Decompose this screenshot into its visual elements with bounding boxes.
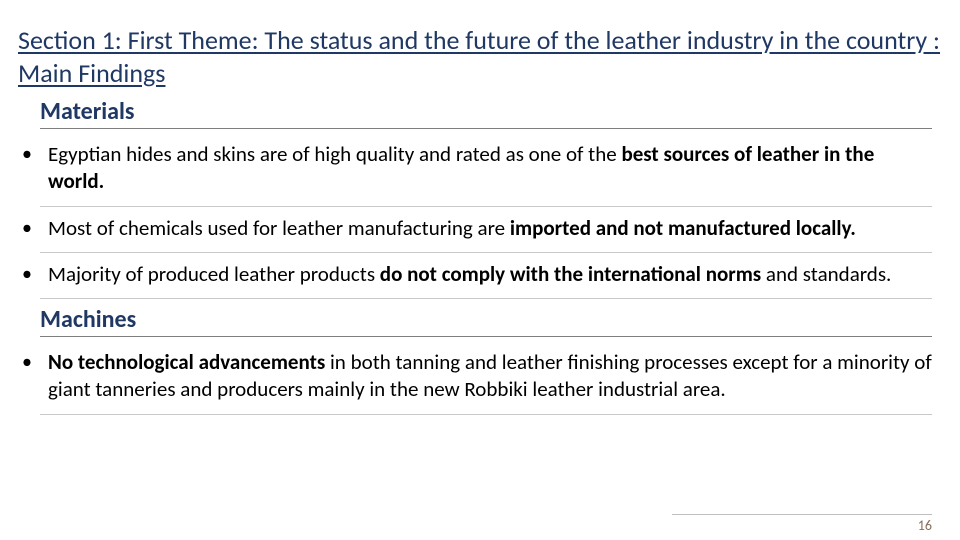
bullet-pre: Most of chemicals used for leather manuf… bbox=[48, 215, 510, 241]
section-heading-machines: Machines bbox=[40, 305, 932, 337]
bullet-icon: • bbox=[22, 349, 40, 375]
bullet-row: • No technological advancements in both … bbox=[40, 341, 932, 415]
bullet-row: • Egyptian hides and skins are of high q… bbox=[40, 133, 932, 207]
bullet-row: • Majority of produced leather products … bbox=[40, 253, 932, 299]
bullet-text: Most of chemicals used for leather manuf… bbox=[48, 215, 932, 242]
title-wrap: Section 1: First Theme: The status and t… bbox=[18, 24, 942, 89]
bullet-icon: • bbox=[22, 215, 40, 241]
bullet-post: and standards. bbox=[761, 261, 891, 287]
slide-title: Section 1: First Theme: The status and t… bbox=[18, 24, 942, 89]
slide: Section 1: First Theme: The status and t… bbox=[0, 0, 960, 540]
content-area: Materials • Egyptian hides and skins are… bbox=[18, 97, 942, 415]
bullet-text: No technological advancements in both ta… bbox=[48, 349, 932, 404]
bullet-bold: do not comply with the international nor… bbox=[380, 261, 761, 287]
bullet-bold: No technological advancements bbox=[48, 349, 325, 375]
section-heading-materials: Materials bbox=[40, 97, 932, 129]
bullet-text: Egyptian hides and skins are of high qua… bbox=[48, 141, 932, 196]
bullet-pre: Majority of produced leather products bbox=[48, 261, 380, 287]
bullet-icon: • bbox=[22, 141, 40, 167]
bullet-icon: • bbox=[22, 261, 40, 287]
bullet-bold: imported and not manufactured locally. bbox=[510, 215, 856, 241]
bullet-text: Majority of produced leather products do… bbox=[48, 261, 932, 288]
bullet-row: • Most of chemicals used for leather man… bbox=[40, 207, 932, 253]
page-number: 16 bbox=[672, 514, 932, 534]
bullet-pre: Egyptian hides and skins are of high qua… bbox=[48, 141, 621, 167]
